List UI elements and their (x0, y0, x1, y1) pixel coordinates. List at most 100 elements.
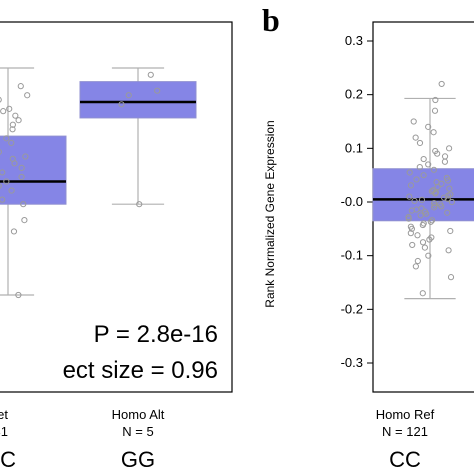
left-group1-point (8, 139, 15, 147)
right-y-tick-label: 0.2 (345, 87, 363, 102)
right-group1-point (414, 257, 421, 265)
right-group1-point (423, 210, 430, 217)
right-group1-point (438, 180, 445, 187)
left-group1-point (3, 178, 10, 185)
right-group1-point (405, 215, 412, 222)
left-group1-label: et (0, 407, 8, 422)
right-group1-point (444, 177, 452, 184)
left-group1-point (15, 291, 22, 299)
right-group1-point (428, 217, 436, 224)
left-plot-frame (0, 21, 233, 393)
effect-size-annotation: ect size = 0.96 (63, 357, 218, 384)
left-group1-point (20, 201, 27, 208)
left-group1-point (24, 92, 31, 99)
left-group1-point (0, 108, 7, 115)
right-group1-point (434, 183, 441, 191)
left-group2-genotype: GG (121, 447, 155, 472)
right-group1-point (438, 203, 445, 210)
left-group1-point (18, 164, 25, 171)
right-group1-point (406, 193, 413, 200)
right-group1-genotype: CC (389, 447, 421, 472)
left-group1-point (17, 83, 24, 90)
right-group1-point (432, 96, 439, 104)
right-group1-point (413, 176, 420, 183)
left-group1-point (9, 121, 16, 128)
right-y-tick-label: -0.2 (341, 301, 363, 316)
right-group1-point (416, 139, 424, 147)
left-group1-point (3, 135, 10, 142)
right-group1-point (410, 118, 417, 125)
left-group1-n: 31 (0, 424, 8, 439)
right-group1-label: Homo Ref (376, 407, 435, 422)
right-group1-point (416, 164, 423, 171)
right-group1-point (425, 123, 432, 130)
right-panel: b 0.3 0.2 0.1 -0.0 -0.1 -0.2 -0.3 Rank Normali… (262, 2, 474, 472)
right-group1-point (430, 204, 438, 211)
panel-label-b: b (262, 2, 280, 38)
right-y-axis-label: Rank Normalized Gene Expression (263, 120, 277, 307)
right-y-tick-label: -0.3 (341, 355, 363, 370)
right-plot-content (372, 80, 474, 300)
right-y-tick-label: 0.3 (345, 33, 363, 48)
left-group2-box (79, 81, 197, 119)
right-group1-point (406, 169, 413, 176)
p-value-annotation: P = 2.8e-16 (94, 321, 218, 348)
right-group1-point (445, 247, 452, 254)
right-group1-point (438, 80, 445, 88)
left-group1-box (0, 135, 67, 205)
left-group2-point (136, 201, 143, 208)
left-group2-point (118, 101, 125, 108)
right-group1-point (407, 230, 414, 237)
right-group1-point (420, 172, 427, 179)
right-group1-point (432, 190, 439, 197)
left-group1-point (9, 126, 16, 133)
right-group1-point (427, 218, 434, 225)
left-group1-point (21, 216, 28, 224)
right-y-axis: 0.3 0.2 0.1 -0.0 -0.1 -0.2 -0.3 (341, 33, 373, 370)
right-group1-point (447, 227, 454, 235)
left-group2-point (147, 71, 154, 78)
right-group1-point (440, 194, 448, 201)
left-group1-point (18, 173, 25, 181)
right-group1-point (447, 274, 455, 281)
right-group1-point (408, 207, 415, 214)
left-group1-point (0, 149, 2, 155)
right-group1-point (408, 225, 416, 232)
right-group1-point (412, 263, 419, 270)
right-group1-point (421, 244, 428, 251)
left-group1-point (12, 112, 19, 119)
left-plot-content (0, 67, 197, 299)
left-group1-point (11, 160, 18, 167)
right-group1-point (419, 290, 426, 297)
right-group1-point (444, 195, 451, 202)
right-group1-point (419, 221, 426, 229)
right-group1-point (446, 145, 453, 152)
left-group1-point (22, 153, 29, 160)
left-group1-point (0, 196, 6, 203)
right-group1-point (448, 198, 456, 206)
right-group1-point (430, 166, 438, 173)
right-group1-point (414, 232, 421, 239)
right-group1-point (412, 134, 419, 141)
right-y-tick-label: -0.1 (341, 248, 363, 263)
left-group1-point (15, 117, 22, 124)
right-group1-point (420, 155, 427, 163)
right-group1-n: N = 121 (382, 424, 428, 439)
right-group1-point (411, 197, 418, 205)
left-group2-n: N = 5 (122, 424, 153, 439)
left-group1-point (8, 187, 15, 194)
left-group2-point (154, 87, 161, 94)
right-group1-point (425, 252, 432, 259)
left-group1-genotype: C (0, 447, 16, 472)
right-group1-point (434, 150, 441, 157)
right-group1-point (409, 241, 416, 249)
right-group1-point (430, 129, 437, 136)
right-group1-point (426, 236, 433, 243)
left-group1-point (6, 105, 13, 112)
left-panel: P = 2.8e-16 ect size = 0.96 et 31 C Homo… (0, 21, 233, 472)
right-group1-point (444, 209, 451, 216)
right-group1-point (425, 161, 432, 168)
right-group1-point (418, 196, 426, 203)
right-group1-point (431, 107, 439, 114)
